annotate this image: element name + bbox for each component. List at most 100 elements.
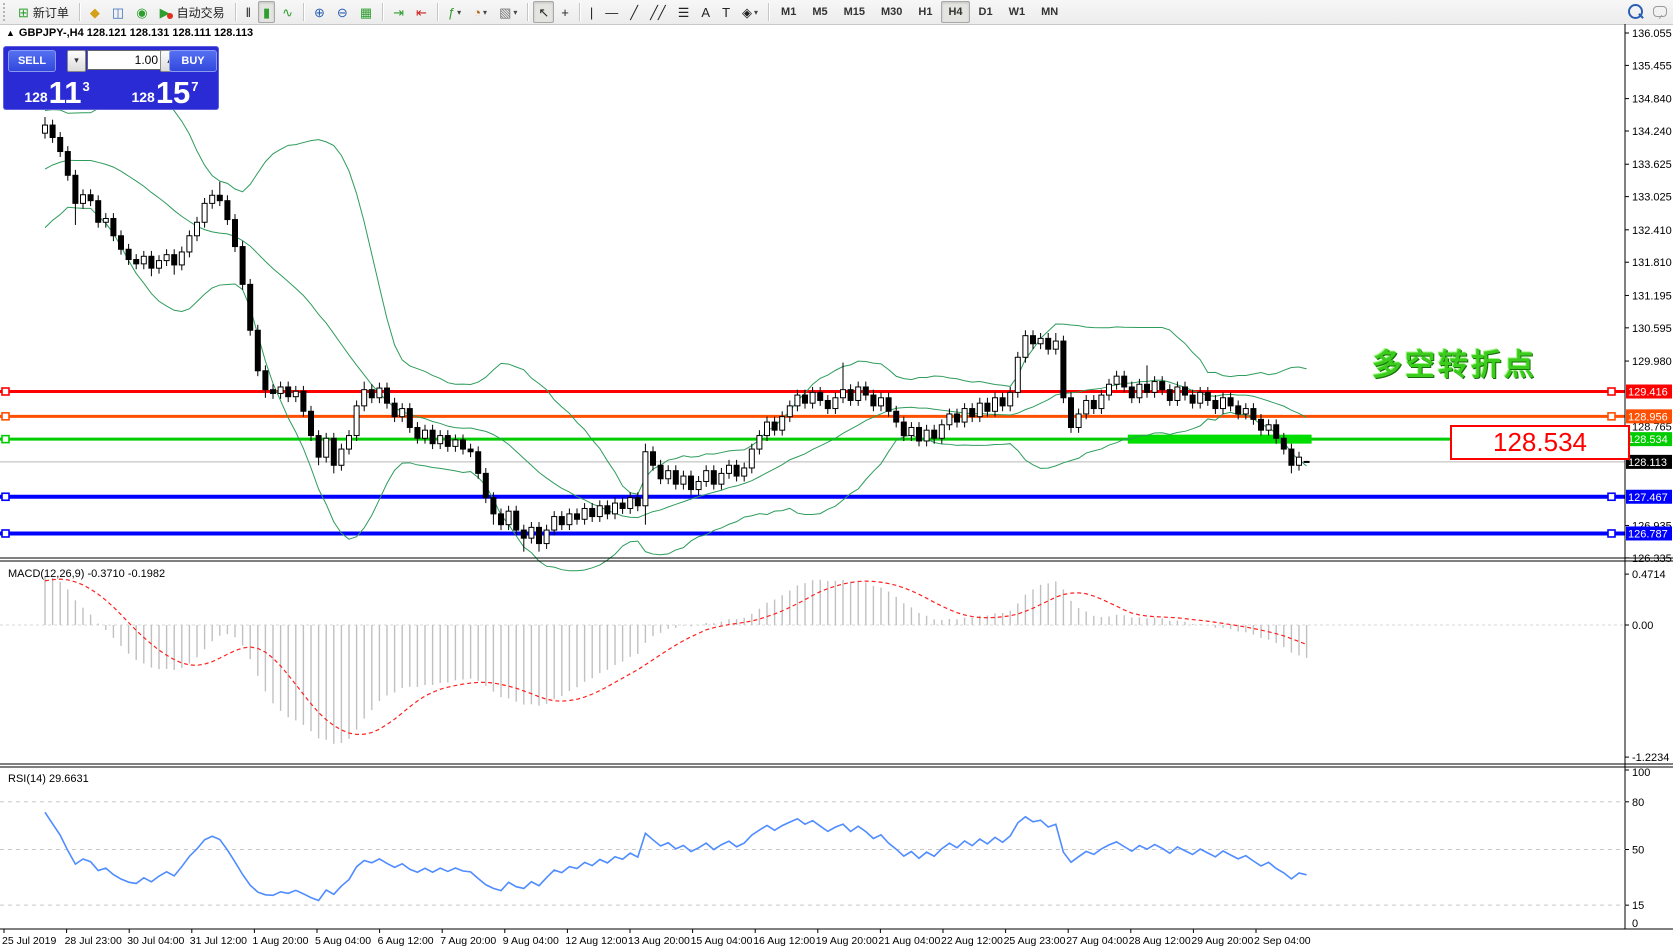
svg-text:80: 80 (1632, 797, 1644, 809)
zoom-in-icon: ⊕ (314, 4, 325, 20)
volume-decrease-button[interactable]: ▾ (67, 50, 86, 72)
tf-d1-button[interactable]: D1 (978, 6, 993, 18)
fibonacci-icon: ☰ (677, 4, 690, 20)
price-axis-badges: 129.416 128.956 128.534 128.113 127.467 126.7… (1626, 384, 1672, 541)
price-callout-box[interactable]: 128.534 (1450, 425, 1630, 460)
macd-histogram (44, 575, 1308, 744)
svg-text:7 Aug 20:00: 7 Aug 20:00 (440, 935, 496, 946)
tile-windows-button[interactable]: ▦ (355, 1, 377, 23)
horizontal-line-button[interactable]: — (600, 1, 623, 23)
buy-price-pips: 15 (155, 75, 191, 110)
separator (382, 3, 384, 21)
svg-text:130.595: 130.595 (1632, 323, 1672, 335)
tf-m15-button[interactable]: M15 (843, 6, 866, 18)
tf-mn-button[interactable]: MN (1041, 6, 1059, 18)
channel-button[interactable]: ╱╱ (645, 1, 671, 23)
bar-chart-button[interactable]: ‖ (241, 1, 256, 23)
time-axis[interactable]: 25 Jul 2019 28 Jul 23:00 30 Jul 04:00 31 Ju… (2, 929, 1311, 946)
tf-m1-button[interactable]: M1 (781, 6, 797, 18)
signal-icon: ◉ (136, 4, 148, 20)
chart-shift-button[interactable]: ⇤ (411, 1, 432, 23)
tf-m30-button[interactable]: M30 (881, 6, 903, 18)
new-order-button[interactable]: ⊞ 新订单 (13, 1, 74, 23)
sell-price-handle: 128 (24, 89, 48, 105)
volume-input[interactable]: 1.00 (87, 50, 165, 70)
candlestick-chart-button[interactable]: ▮ (257, 1, 276, 23)
chart-shift-icon: ⇤ (416, 4, 427, 20)
svg-text:1 Aug 20:00: 1 Aug 20:00 (252, 935, 308, 946)
zoom-out-button[interactable]: ⊖ (332, 1, 353, 23)
shapes-button[interactable]: ◈ ▾ (737, 1, 763, 23)
metaeditor-icon: ◆ (89, 4, 100, 20)
turning-point-annotation[interactable]: 多空转折点 (1372, 349, 1537, 382)
separator (578, 3, 580, 21)
rsi-axis[interactable]: 100 80 50 15 0 (1625, 767, 1650, 930)
auto-scroll-button[interactable]: ⇥ (388, 1, 409, 23)
line-chart-button[interactable]: ∿ (277, 1, 298, 23)
vertical-line-button[interactable]: | (585, 1, 598, 23)
indicators-icon: ƒ (447, 4, 456, 20)
navigator-button[interactable]: ◫ (107, 1, 129, 23)
price-axis[interactable]: 136.055 135.455 134.840 134.240 133.625 133.0… (1625, 28, 1672, 565)
tf-h1-button[interactable]: H1 (918, 6, 933, 18)
buy-price[interactable]: 128 15 7 (113, 71, 217, 110)
separator (78, 3, 80, 21)
svg-text:0.00: 0.00 (1632, 620, 1653, 632)
signal-button[interactable]: ◉ (131, 1, 152, 23)
svg-text:128.956: 128.956 (1628, 411, 1668, 423)
bollinger-bands (44, 88, 1307, 572)
trendline-button[interactable]: ╱ (625, 1, 643, 23)
macd-axis[interactable]: 0.4714 0.00 -1.2234 (1625, 569, 1669, 764)
chart-canvas[interactable]: 136.055 135.455 134.840 134.240 133.625 133.0… (0, 24, 1673, 946)
collapse-panel-icon[interactable]: ▲ (6, 28, 15, 38)
tile-windows-icon: ▦ (359, 4, 373, 20)
horizontal-level-lines[interactable] (0, 387, 1625, 538)
buy-price-handle: 128 (131, 89, 155, 105)
periods-button[interactable]: ◔ ▾ (468, 1, 492, 23)
toolbar-grip (3, 3, 9, 21)
indicators-button[interactable]: ƒ ▾ (443, 1, 466, 23)
svg-text:31 Jul 12:00: 31 Jul 12:00 (190, 935, 247, 946)
label-icon: T (722, 4, 731, 20)
autotrading-button[interactable]: ▶ 自动交易 (155, 1, 230, 23)
rsi-line (44, 811, 1307, 902)
tf-h4-button[interactable]: H4 (941, 1, 970, 23)
one-click-trading-panel: SELL ▾ 1.00 ▴ BUY 128 11 3 128 15 7 (3, 46, 219, 110)
chat-icon[interactable] (1653, 6, 1667, 17)
svg-text:25 Jul 2019: 25 Jul 2019 (2, 935, 56, 946)
green-zone-rect[interactable] (1127, 434, 1312, 444)
autotrading-icon: ▶ (159, 4, 170, 20)
shapes-icon: ◈ (742, 4, 753, 20)
rsi-label: RSI(14) 29.6631 (8, 773, 89, 785)
text-button[interactable]: A (696, 1, 715, 23)
svg-text:13 Aug 20:00: 13 Aug 20:00 (628, 935, 690, 946)
tf-w1-button[interactable]: W1 (1008, 6, 1026, 18)
metaeditor-button[interactable]: ◆ (85, 1, 105, 23)
svg-text:133.025: 133.025 (1632, 192, 1672, 204)
svg-text:134.240: 134.240 (1632, 126, 1672, 138)
search-icon[interactable] (1628, 4, 1643, 19)
svg-text:127.467: 127.467 (1628, 492, 1668, 504)
zoom-in-button[interactable]: ⊕ (309, 1, 330, 23)
candlestick-series (42, 116, 1310, 552)
buy-button[interactable]: BUY (169, 50, 217, 72)
svg-text:132.410: 132.410 (1632, 225, 1672, 237)
templates-button[interactable]: ▧ ▾ (494, 1, 522, 23)
svg-text:126.787: 126.787 (1628, 528, 1668, 540)
sell-price[interactable]: 128 11 3 (5, 71, 109, 110)
svg-text:128.765: 128.765 (1632, 422, 1672, 434)
sell-button[interactable]: SELL (8, 50, 56, 72)
separator (303, 3, 305, 21)
trendline-icon: ╱ (630, 4, 639, 20)
label-button[interactable]: T (717, 1, 735, 23)
svg-text:133.625: 133.625 (1632, 159, 1672, 171)
cursor-button[interactable]: ↖ (533, 1, 555, 23)
tf-m5-button[interactable]: M5 (812, 6, 828, 18)
crosshair-button[interactable]: + (556, 1, 574, 23)
svg-text:19 Aug 20:00: 19 Aug 20:00 (816, 935, 878, 946)
fibonacci-button[interactable]: ☰ (673, 1, 695, 23)
svg-text:9 Aug 04:00: 9 Aug 04:00 (503, 935, 559, 946)
svg-text:12 Aug 12:00: 12 Aug 12:00 (565, 935, 627, 946)
svg-text:128.534: 128.534 (1628, 434, 1668, 446)
svg-text:28 Aug 12:00: 28 Aug 12:00 (1129, 935, 1191, 946)
